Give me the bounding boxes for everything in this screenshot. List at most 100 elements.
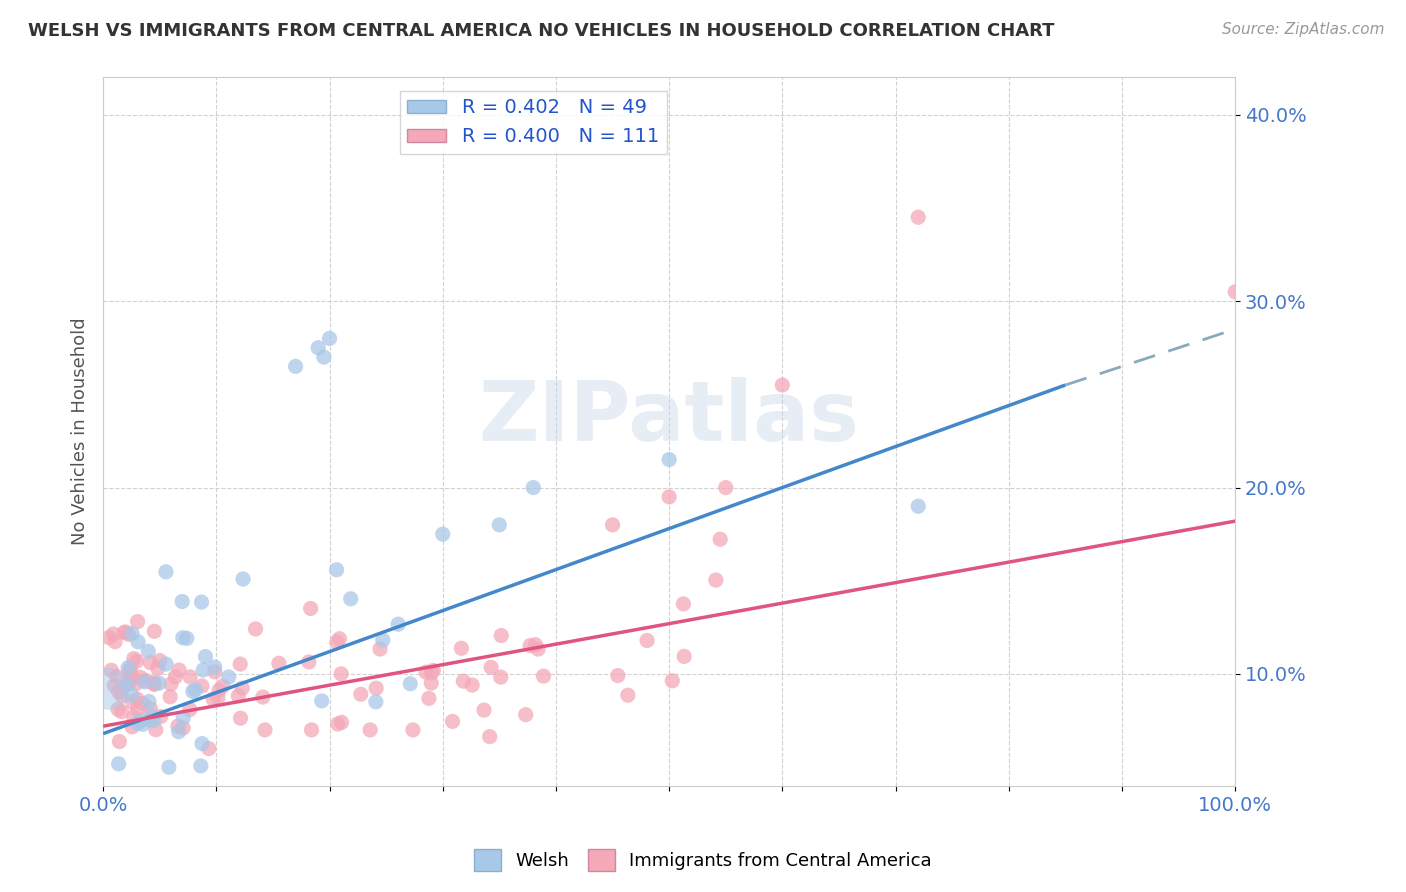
Point bbox=[402, 723, 425, 737]
Point bbox=[301, 723, 323, 737]
Point bbox=[658, 452, 681, 467]
Point bbox=[228, 689, 250, 703]
Point bbox=[515, 707, 537, 722]
Point bbox=[299, 601, 322, 615]
Point bbox=[176, 632, 198, 646]
Point bbox=[111, 689, 134, 703]
Point bbox=[149, 654, 172, 668]
Point bbox=[100, 663, 122, 677]
Point bbox=[118, 664, 141, 678]
Point bbox=[148, 676, 170, 690]
Point bbox=[142, 676, 165, 690]
Point bbox=[112, 625, 135, 640]
Point bbox=[359, 723, 381, 737]
Point bbox=[138, 713, 160, 727]
Point bbox=[149, 709, 172, 723]
Point bbox=[97, 681, 120, 696]
Point bbox=[704, 573, 727, 587]
Point bbox=[245, 622, 267, 636]
Point bbox=[450, 641, 472, 656]
Point bbox=[350, 687, 373, 701]
Point bbox=[190, 759, 212, 773]
Point bbox=[107, 684, 129, 698]
Point bbox=[661, 673, 683, 688]
Point bbox=[190, 595, 212, 609]
Point bbox=[181, 684, 204, 698]
Point bbox=[399, 677, 422, 691]
Point bbox=[368, 642, 391, 657]
Point bbox=[131, 697, 153, 711]
Point bbox=[108, 734, 131, 748]
Point bbox=[104, 634, 127, 648]
Point bbox=[326, 717, 349, 731]
Point bbox=[121, 720, 143, 734]
Point bbox=[533, 669, 555, 683]
Point bbox=[709, 533, 731, 547]
Point bbox=[172, 631, 194, 645]
Point bbox=[165, 670, 187, 684]
Point bbox=[194, 649, 217, 664]
Point bbox=[207, 690, 229, 705]
Point bbox=[167, 663, 190, 677]
Point bbox=[311, 694, 333, 708]
Point bbox=[184, 682, 207, 697]
Point bbox=[527, 642, 550, 657]
Point bbox=[524, 638, 547, 652]
Point bbox=[312, 350, 335, 364]
Point bbox=[117, 677, 139, 691]
Point bbox=[420, 676, 443, 690]
Point bbox=[157, 760, 180, 774]
Point bbox=[191, 679, 214, 693]
Point bbox=[103, 678, 125, 692]
Point bbox=[142, 714, 165, 728]
Point bbox=[432, 527, 454, 541]
Point bbox=[97, 631, 120, 645]
Point bbox=[155, 565, 177, 579]
Point bbox=[453, 674, 475, 689]
Point bbox=[658, 490, 681, 504]
Point bbox=[172, 594, 194, 608]
Point bbox=[606, 668, 628, 682]
Point bbox=[252, 690, 274, 704]
Point bbox=[478, 730, 501, 744]
Point bbox=[366, 681, 388, 695]
Point bbox=[143, 675, 166, 690]
Point bbox=[107, 756, 129, 771]
Point bbox=[229, 711, 252, 725]
Point bbox=[105, 669, 128, 683]
Point bbox=[208, 683, 231, 698]
Point bbox=[231, 681, 253, 695]
Point bbox=[204, 660, 226, 674]
Point bbox=[134, 673, 156, 688]
Text: Source: ZipAtlas.com: Source: ZipAtlas.com bbox=[1222, 22, 1385, 37]
Point bbox=[160, 677, 183, 691]
Point bbox=[114, 625, 136, 640]
Point bbox=[191, 663, 214, 677]
Point bbox=[122, 710, 145, 724]
Point bbox=[172, 711, 194, 725]
Point bbox=[318, 331, 340, 345]
Point bbox=[121, 688, 143, 702]
Point bbox=[143, 677, 166, 691]
Point bbox=[138, 694, 160, 708]
Point bbox=[284, 359, 307, 374]
Point bbox=[204, 665, 226, 679]
Point bbox=[441, 714, 464, 729]
Point bbox=[202, 692, 225, 706]
Point bbox=[519, 639, 541, 653]
Point bbox=[143, 624, 166, 639]
Point bbox=[672, 597, 695, 611]
Point bbox=[172, 721, 194, 735]
Point bbox=[218, 670, 240, 684]
Legend: Welsh, Immigrants from Central America: Welsh, Immigrants from Central America bbox=[467, 842, 939, 879]
Point bbox=[136, 644, 159, 658]
Point bbox=[111, 705, 134, 719]
Point bbox=[325, 563, 347, 577]
Text: ZIPatlas: ZIPatlas bbox=[478, 377, 859, 458]
Point bbox=[120, 673, 142, 687]
Point bbox=[907, 211, 929, 225]
Point bbox=[714, 481, 737, 495]
Point bbox=[330, 666, 353, 681]
Point bbox=[127, 703, 149, 717]
Point bbox=[139, 701, 162, 715]
